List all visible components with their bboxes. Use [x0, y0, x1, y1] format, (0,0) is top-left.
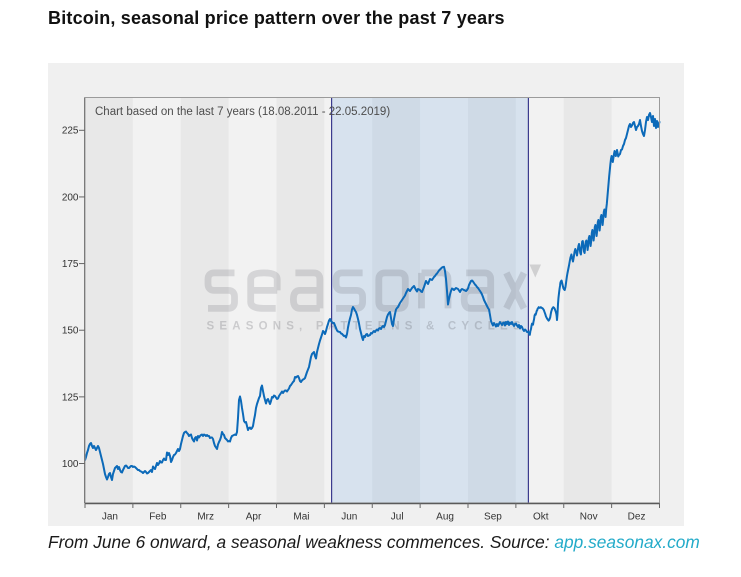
svg-text:Apr: Apr: [246, 512, 262, 523]
svg-text:Sep: Sep: [484, 512, 502, 523]
svg-text:125: 125: [62, 392, 79, 403]
svg-text:Jul: Jul: [391, 512, 404, 523]
svg-text:Chart based on the last 7 year: Chart based on the last 7 years (18.08.2…: [95, 106, 390, 118]
svg-text:Dez: Dez: [628, 512, 646, 523]
svg-text:Aug: Aug: [436, 512, 454, 523]
svg-text:Okt: Okt: [533, 512, 549, 523]
svg-text:200: 200: [62, 192, 79, 203]
svg-text:Mai: Mai: [293, 512, 309, 523]
svg-text:150: 150: [62, 326, 79, 337]
svg-text:100: 100: [62, 459, 79, 470]
svg-text:Feb: Feb: [149, 512, 167, 523]
svg-text:Jan: Jan: [102, 512, 118, 523]
svg-text:Jun: Jun: [341, 512, 357, 523]
svg-text:225: 225: [62, 126, 79, 137]
svg-text:175: 175: [62, 259, 79, 270]
svg-text:Mrz: Mrz: [197, 512, 214, 523]
svg-text:Nov: Nov: [580, 512, 598, 523]
svg-text:SEASONS, PATTERNS & CYCLES: SEASONS, PATTERNS & CYCLES: [207, 321, 527, 333]
